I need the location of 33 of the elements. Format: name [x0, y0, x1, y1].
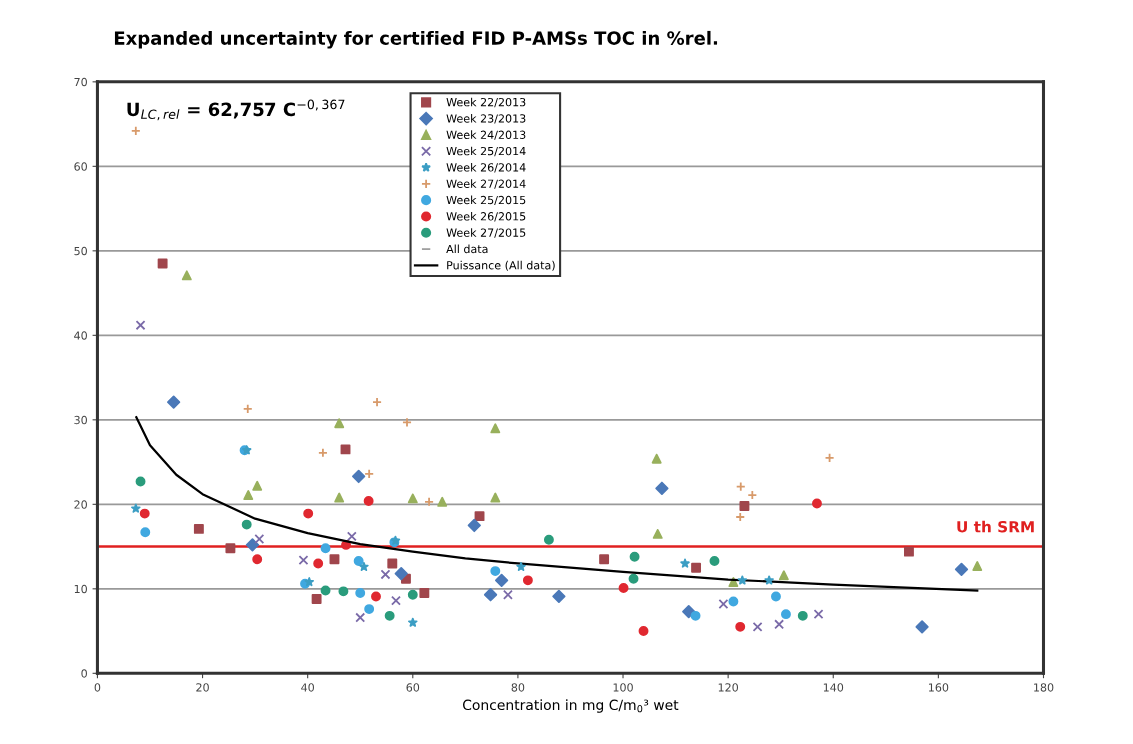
legend-label: Week 26/2014	[446, 162, 526, 173]
x-axis-title: Concentration in mg C/m$_{0}$³ wet	[462, 699, 679, 713]
y-tick-label: 10	[74, 584, 87, 594]
legend-label: Week 27/2015	[446, 228, 526, 238]
legend-label: Week 27/2014	[446, 179, 526, 189]
y-tick-label: 40	[74, 331, 87, 340]
x-tick-label: 40	[301, 683, 314, 692]
y-tick-label: 60	[74, 162, 87, 171]
y-tick-label: 20	[74, 500, 87, 509]
legend-label: Week 25/2015	[446, 195, 526, 206]
x-tick-label: 20	[196, 683, 209, 692]
x-tick-label: 60	[406, 683, 420, 692]
x-tick-label: 180	[1034, 683, 1054, 692]
x-tick-label: 160	[928, 683, 949, 692]
y-tick-label: 50	[74, 246, 87, 256]
x-tick-label: 80	[511, 683, 525, 692]
legend-label: Week 22/2013	[446, 97, 526, 108]
legend-label: Week 25/2014	[446, 146, 526, 157]
annotation: U$_{LC,rel}$ = 62,757 C$^{−0,367}$	[127, 99, 345, 121]
legend-label: Week 24/2013	[446, 130, 526, 140]
chart-title: Expanded uncertainty for certified FID P-AMSs TOC in %rel.	[114, 30, 718, 49]
x-tick-label: 120	[718, 683, 739, 692]
y-tick-label: 30	[74, 415, 87, 425]
x-tick-label: 140	[823, 683, 844, 692]
x-tick-label: 0	[94, 683, 101, 692]
y-tick-label: 0	[81, 669, 87, 678]
y-tick-label: 70	[74, 77, 87, 87]
x-tick-label: 100	[613, 683, 633, 692]
ref-line-label: U th SRM	[957, 520, 1034, 533]
legend-label: Week 23/2013	[446, 114, 526, 124]
legend-label: All data	[446, 244, 488, 254]
legend-label: Week 26/2015	[446, 211, 526, 222]
legend-label: Puissance (All data)	[447, 260, 555, 271]
